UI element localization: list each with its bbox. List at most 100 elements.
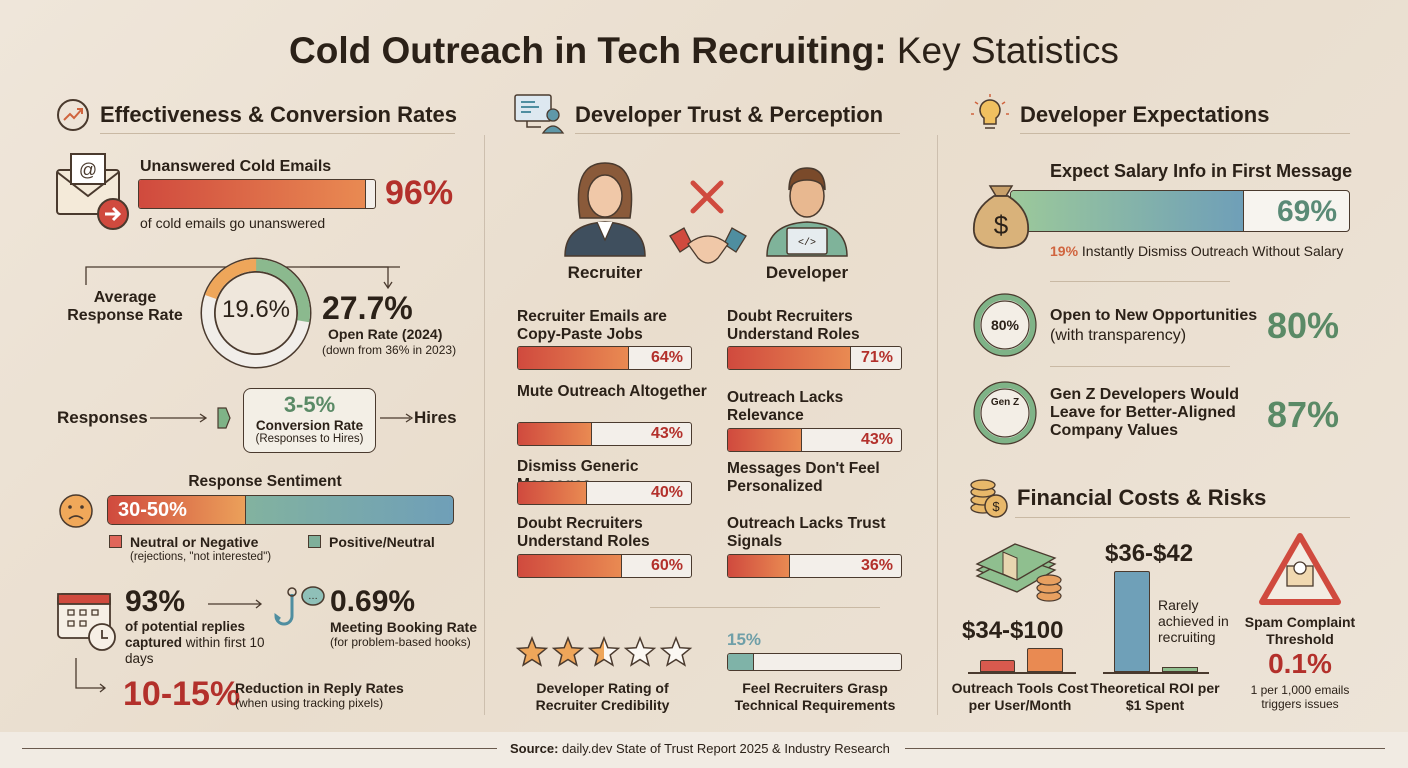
star-icon	[551, 636, 585, 667]
lightbulb-icon	[971, 94, 1009, 129]
sad-face-icon	[59, 494, 93, 528]
tools-baseline	[968, 672, 1076, 674]
legend-positive-label: Positive/Neutral	[329, 534, 435, 550]
legend-negative-swatch	[109, 535, 122, 548]
trust-stat-bar-fill	[518, 347, 629, 369]
handshake-icon	[669, 227, 747, 264]
trust-stat-bar-fill	[518, 482, 588, 504]
gen-z-badge	[973, 381, 1037, 445]
roi-baseline	[1103, 672, 1209, 674]
source-label: Source:	[510, 741, 559, 756]
trust-stat-value: 64%	[650, 349, 683, 366]
trust-heading: Developer Trust & Perception	[575, 102, 884, 127]
svg-text:$: $	[994, 210, 1009, 240]
salary-bar: 69%	[1010, 190, 1350, 232]
roi-theoretical-bar	[1114, 571, 1150, 672]
timing-value: 93%	[125, 585, 186, 618]
column-divider	[937, 135, 938, 715]
meeting-label: Meeting Booking Rate	[330, 619, 478, 635]
funnel-arrows	[150, 407, 414, 429]
star-icon	[659, 636, 693, 667]
svg-text:…: …	[308, 591, 318, 602]
trust-stat-label: Outreach Lacks Relevance	[727, 389, 844, 424]
trust-stat-bar: 36%	[727, 554, 902, 578]
timing-bold: of potential replies captured	[125, 619, 246, 650]
trust-stat-bar-fill	[728, 555, 791, 577]
trust-stat-label: Messages Don't Feel Personalized	[727, 460, 880, 495]
unanswered-bar-fill	[139, 180, 366, 208]
roi-note: Rarely achieved in recruiting	[1158, 597, 1229, 645]
timing-arrows	[75, 599, 263, 693]
money-bag-icon: $	[972, 185, 1030, 249]
trust-stat-bar: 40%	[517, 481, 692, 505]
salary-value: 69%	[1276, 195, 1337, 228]
grasp-value: 15%	[727, 630, 762, 649]
developer-label: Developer	[765, 263, 849, 282]
tools-value: $34-$100	[962, 617, 1064, 644]
trust-stat-label: Recruiter Emails are Copy-Paste Jobs	[517, 308, 667, 343]
grasp-bar	[727, 653, 902, 671]
legend-negative-label: Neutral or Negative	[130, 534, 259, 550]
open-rate-note: (down from 36% in 2023)	[322, 343, 457, 357]
salary-bar-fill	[1011, 191, 1245, 231]
connector-lines	[85, 266, 400, 290]
title-light: Key Statistics	[896, 30, 1119, 71]
response-rate-donut	[200, 257, 312, 369]
meeting-value: 0.69%	[330, 585, 416, 618]
sentiment-value: 30-50%	[118, 499, 187, 521]
trust-stat-bar-fill	[728, 429, 803, 451]
opportunities-value: 80%	[1267, 305, 1340, 346]
dismiss-value: 19%	[1050, 243, 1079, 259]
unanswered-bar	[138, 179, 376, 209]
trust-stat-value: 60%	[650, 557, 683, 574]
coins-icon: $	[970, 479, 1008, 518]
tracking-value: 10-15%	[123, 675, 241, 713]
salary-label: Expect Salary Info in First Message	[1050, 161, 1353, 181]
gen-z-value: 87%	[1267, 394, 1340, 435]
trust-stat-bar: 43%	[727, 428, 902, 452]
conversion-label: Conversion Rate	[255, 418, 364, 433]
spam-title: Spam Complaint Threshold	[1244, 614, 1356, 647]
gen-z-title: Gen Z Developers Would Leave for Better-…	[1050, 386, 1240, 439]
funnel-to: Hires	[414, 408, 457, 427]
expectations-heading: Developer Expectations	[1020, 102, 1270, 127]
column-divider	[484, 135, 485, 715]
tools-low-bar	[980, 659, 1015, 672]
grasp-label: Feel Recruiters Grasp Technical Requirem…	[734, 680, 896, 713]
donut-label: Average Response Rate	[67, 289, 183, 324]
credibility-stars	[515, 636, 693, 667]
trust-stat-value: 36%	[860, 557, 893, 574]
unanswered-label: Unanswered Cold Emails	[140, 158, 332, 175]
computer-user-icon	[514, 94, 565, 134]
email-icon: @	[56, 153, 129, 230]
trend-chart-icon	[57, 99, 89, 131]
meeting-note: (for problem-based hooks)	[330, 635, 471, 649]
opportunities-ring-badge	[973, 293, 1037, 357]
opportunities-title: Open to New Opportunities	[1050, 307, 1258, 324]
trust-stat-bar-fill	[518, 555, 622, 577]
tracking-label: Reduction in Reply Rates	[235, 680, 404, 696]
open-rate-label: Open Rate (2024)	[328, 326, 443, 342]
rating-label: Developer Rating of Recruiter Credibilit…	[535, 680, 670, 713]
trust-stat-bar-fill	[728, 347, 851, 369]
opportunities-badge-text: 80%	[990, 317, 1020, 333]
page-title: Cold Outreach in Tech Recruiting: Key St…	[0, 30, 1408, 72]
conversion-value: 3-5%	[283, 392, 336, 417]
source-text: daily.dev State of Trust Report 2025 & I…	[558, 741, 890, 756]
conversion-box: 3-5% Conversion Rate (Responses to Hires…	[243, 388, 376, 453]
trust-stat-bar-fill	[518, 423, 593, 445]
unanswered-caption: of cold emails go unanswered	[140, 215, 326, 231]
warning-email-icon	[1259, 533, 1341, 605]
hook-chat-icon: …	[274, 586, 325, 626]
star-icon	[587, 636, 621, 667]
trust-stat-bar: 64%	[517, 346, 692, 370]
title-bold: Cold Outreach in Tech Recruiting:	[289, 30, 887, 71]
trust-stat-bar: 43%	[517, 422, 692, 446]
effectiveness-heading: Effectiveness & Conversion Rates	[100, 102, 458, 127]
cash-stack-icon	[975, 543, 1062, 602]
trust-stat-value: 43%	[860, 431, 893, 448]
response-rate-arc	[201, 259, 310, 367]
trust-stat-bar: 71%	[727, 346, 902, 370]
gen-z-badge-text: Gen Z	[972, 396, 1038, 409]
legend-positive-swatch	[308, 535, 321, 548]
